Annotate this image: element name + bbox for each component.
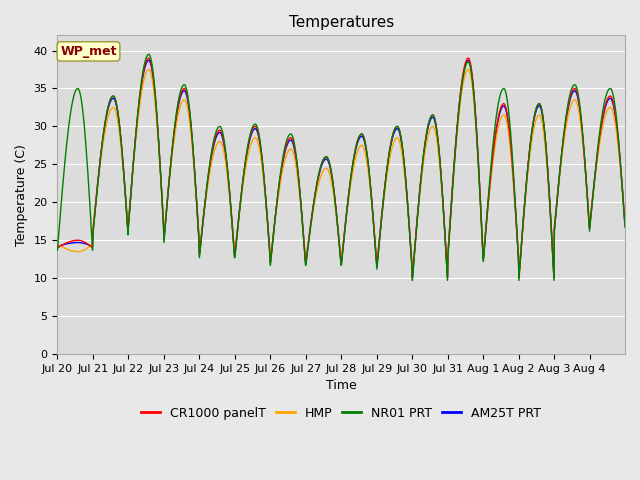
CR1000 panelT xyxy=(476,184,484,190)
NR01 PRT xyxy=(614,134,622,140)
CR1000 panelT xyxy=(142,59,150,64)
AM25T PRT xyxy=(559,141,566,147)
AM25T PRT xyxy=(614,139,622,145)
HMP xyxy=(316,176,324,181)
Line: NR01 PRT: NR01 PRT xyxy=(58,54,625,280)
AM25T PRT xyxy=(316,168,324,174)
AM25T PRT xyxy=(145,58,152,63)
AM25T PRT xyxy=(408,274,416,279)
AM25T PRT xyxy=(327,167,335,173)
NR01 PRT xyxy=(316,167,324,172)
AM25T PRT xyxy=(476,184,484,190)
Line: AM25T PRT: AM25T PRT xyxy=(58,60,625,276)
HMP xyxy=(559,146,566,152)
HMP xyxy=(145,67,152,72)
CR1000 panelT xyxy=(408,276,416,281)
X-axis label: Time: Time xyxy=(326,379,356,392)
NR01 PRT xyxy=(559,139,566,144)
AM25T PRT xyxy=(621,221,629,227)
CR1000 panelT xyxy=(145,55,152,61)
CR1000 panelT xyxy=(327,165,335,171)
Line: CR1000 panelT: CR1000 panelT xyxy=(58,58,625,278)
CR1000 panelT xyxy=(54,245,61,251)
CR1000 panelT xyxy=(621,222,629,228)
Legend: CR1000 panelT, HMP, NR01 PRT, AM25T PRT: CR1000 panelT, HMP, NR01 PRT, AM25T PRT xyxy=(136,402,546,425)
HMP xyxy=(614,144,622,150)
CR1000 panelT xyxy=(614,138,622,144)
HMP xyxy=(408,272,416,277)
NR01 PRT xyxy=(142,55,150,61)
HMP xyxy=(142,70,150,75)
CR1000 panelT xyxy=(316,166,324,172)
AM25T PRT xyxy=(142,61,150,67)
Text: WP_met: WP_met xyxy=(60,45,116,58)
HMP xyxy=(327,175,335,181)
HMP xyxy=(621,218,629,224)
NR01 PRT xyxy=(476,187,484,192)
CR1000 panelT xyxy=(559,140,566,146)
AM25T PRT xyxy=(54,243,61,249)
NR01 PRT xyxy=(327,166,335,171)
NR01 PRT xyxy=(408,277,416,283)
NR01 PRT xyxy=(145,51,152,57)
Line: HMP: HMP xyxy=(58,70,625,275)
Title: Temperatures: Temperatures xyxy=(289,15,394,30)
HMP xyxy=(476,186,484,192)
NR01 PRT xyxy=(621,225,629,230)
HMP xyxy=(54,241,61,247)
NR01 PRT xyxy=(54,247,61,253)
Y-axis label: Temperature (C): Temperature (C) xyxy=(15,144,28,246)
